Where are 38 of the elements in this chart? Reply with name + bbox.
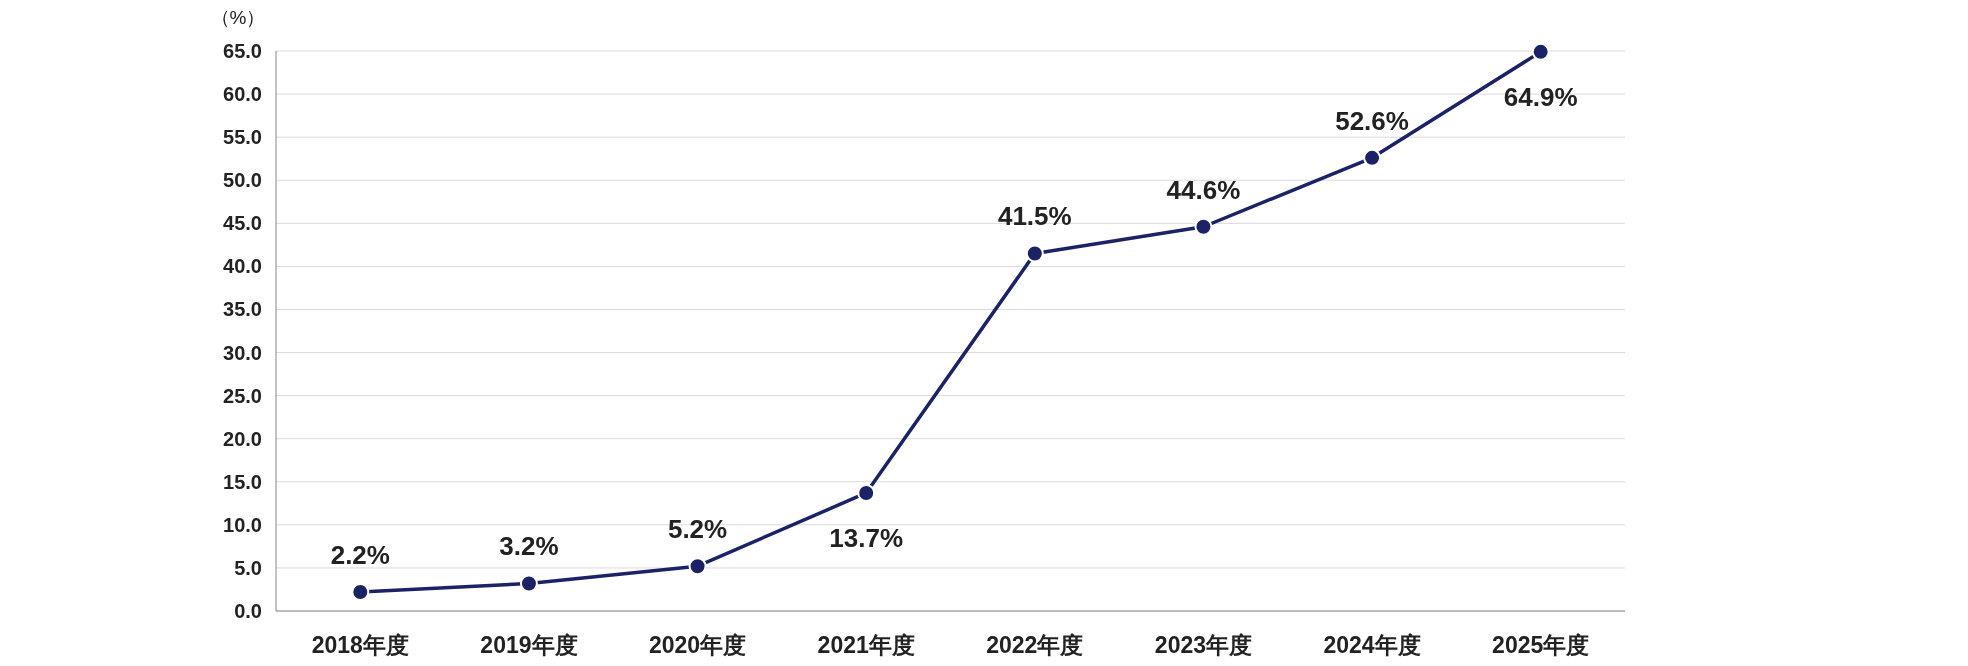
- point: [1531, 42, 1550, 61]
- y-axis-title: （%）: [210, 7, 266, 28]
- text: 52.6%: [1335, 105, 1409, 136]
- y-tick-label: 35.0: [223, 298, 262, 321]
- x-tick-label: 2020年度: [648, 632, 747, 658]
- text: 64.9%: [1503, 81, 1578, 112]
- point: [857, 483, 876, 502]
- y-tick-label: 60.0: [223, 83, 262, 106]
- y-tick-label: 65.0: [223, 40, 262, 62]
- text: 44.6%: [1166, 174, 1241, 205]
- x-tick-label: 2022年度: [986, 632, 1084, 658]
- y-tick-label: 5.0: [234, 556, 262, 579]
- text: 5.2%: [667, 514, 728, 545]
- point: [688, 557, 707, 576]
- x-tick-label: 2024年度: [1323, 632, 1421, 658]
- y-tick-label: 45.0: [223, 212, 262, 235]
- point: [1363, 148, 1382, 167]
- x-tick-label: 2019年度: [480, 632, 578, 658]
- y-tick-label: 50.0: [223, 169, 262, 192]
- y-tick-label: 20.0: [223, 427, 262, 450]
- point: [1194, 217, 1213, 236]
- point: [519, 574, 538, 593]
- text: 13.7%: [829, 522, 904, 553]
- text: 2.2%: [330, 540, 390, 571]
- x-tick-label: 2021年度: [817, 632, 915, 658]
- x-tick-label: 2018年度: [311, 632, 409, 658]
- text: 41.5%: [997, 201, 1072, 232]
- y-tick-label: 15.0: [223, 470, 262, 493]
- y-tick-label: 40.0: [223, 255, 262, 278]
- x-tick-label: 2023年度: [1154, 632, 1253, 658]
- point: [1025, 244, 1044, 263]
- y-tick-label: 55.0: [223, 126, 262, 149]
- y-tick-label: 25.0: [223, 384, 262, 407]
- y-tick-label: 30.0: [223, 341, 262, 364]
- x-tick-label: 2025年度: [1492, 632, 1590, 658]
- y-tick-label: 10.0: [223, 513, 262, 536]
- text: 3.2%: [499, 531, 559, 562]
- y-tick-label: 0.0: [234, 600, 262, 622]
